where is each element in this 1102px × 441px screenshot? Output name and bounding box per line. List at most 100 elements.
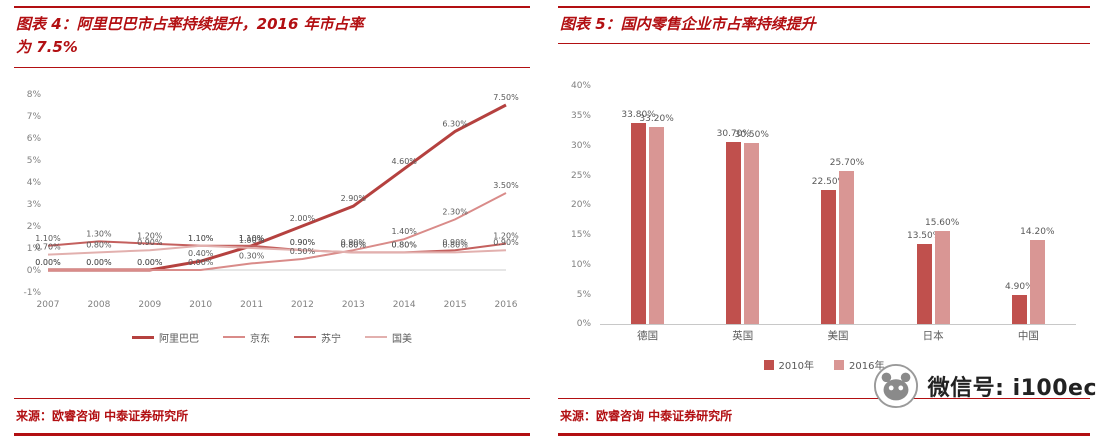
y-tick-label: 3% <box>27 200 42 210</box>
bar-value-label: 30.50% <box>734 129 769 140</box>
bar-group: 33.80% 33.20% <box>621 110 674 325</box>
y-tick-label: 5% <box>576 289 591 300</box>
bar: 33.20% <box>639 114 674 325</box>
bar-value-label: 33.80% <box>621 110 656 121</box>
bar-y-axis: 40% 35% 30% 25% 20% 15% 10% 5% 0% <box>558 74 596 329</box>
bar: 25.70% <box>830 158 864 325</box>
chart5-panel: 图表 5：国内零售企业市占率持续提升 40% 35% 30% 25% 20% 15% 10%… <box>558 6 1090 436</box>
bar-group: 30.70% 30.50% <box>717 129 769 325</box>
y-tick-label: 4% <box>27 178 42 188</box>
legend-swatch <box>132 335 154 339</box>
y-tick-label: 25% <box>570 170 591 181</box>
chart4-panel: 图表 4：阿里巴巴市占率持续提升，2016 年市占率 为 7.5% -1% 0% 1… <box>14 6 530 436</box>
data-label: 6.30% <box>442 119 468 128</box>
bar: 4.90% <box>1005 282 1034 325</box>
legend-swatch <box>223 336 245 338</box>
data-label: 0.30% <box>239 251 265 260</box>
bar: 22.50% <box>812 177 846 325</box>
chart4-footer: 来源：欧睿咨询 中泰证券研究所 <box>14 398 530 436</box>
data-label: 7.50% <box>493 93 519 102</box>
x-tick-label: 2010 <box>189 300 212 310</box>
data-label: 1.40% <box>391 227 417 236</box>
bar-x-axis: 德国 英国 美国 日本 中国 <box>600 328 1076 343</box>
watermark: 微信号: i100ec <box>873 363 1097 409</box>
x-tick-label: 2011 <box>240 300 263 310</box>
alibaba-line-chart: -1% 0% 1% 2% 3% 4% 5% 6% 7% 8% 2007 2008 2009 2010 201… <box>14 82 530 345</box>
data-label: 0.80% <box>341 240 367 249</box>
x-tick-label: 2008 <box>87 300 110 310</box>
line-chart-svg: -1% 0% 1% 2% 3% 4% 5% 6% 7% 8% 2007 2008 2009 2010 201… <box>23 90 519 310</box>
x-tick-label: 2016 <box>495 300 518 310</box>
bar-value-label: 22.50% <box>811 177 847 188</box>
data-label: 2.00% <box>290 214 316 223</box>
x-tick-label: 2007 <box>37 300 60 310</box>
chart5-source: 来源：欧睿咨询 中泰证券研究所 <box>560 409 733 423</box>
category-label: 日本 <box>922 330 944 343</box>
data-label: 2.30% <box>442 207 468 216</box>
chart4-header: 图表 4：阿里巴巴市占率持续提升，2016 年市占率 为 7.5% <box>14 6 530 68</box>
bar-group: 22.50% 25.70% <box>812 158 864 325</box>
y-tick-label: 35% <box>570 111 591 122</box>
line-series-1 <box>48 191 507 271</box>
bar-plot-area: 33.80% 33.20% 30.70% 30.50% 22.50% 25.70% 13.5… <box>600 86 1076 326</box>
y-tick-label: -1% <box>23 288 41 298</box>
category-label: 中国 <box>1017 330 1039 343</box>
data-label: 0.70% <box>35 242 61 251</box>
bar-group: 4.90% 14.20% <box>1005 227 1055 325</box>
line-legend: 阿里巴巴 京东 苏宁 国美 <box>14 330 530 345</box>
data-label: 1.10% <box>188 233 214 242</box>
bar-value-label: 30.70% <box>716 128 751 139</box>
chart5-footer: 来源：欧睿咨询 中泰证券研究所 <box>558 398 1090 436</box>
data-label: 0.80% <box>86 240 112 249</box>
y-tick-label: 40% <box>570 81 591 92</box>
x-tick-label: 2015 <box>444 300 467 310</box>
bar-legend: 2010年 2016年 <box>558 357 1090 372</box>
data-label: 1.00% <box>239 236 265 245</box>
y-tick-label: 2% <box>27 222 42 232</box>
country-bar-chart: 40% 35% 30% 25% 20% 15% 10% 5% 0% 33.80% 33.20% 30… <box>558 74 1090 372</box>
x-tick-label: 2009 <box>138 300 161 310</box>
bar-value-label: 4.90% <box>1005 282 1034 293</box>
category-label: 英国 <box>732 330 754 343</box>
data-label: 1.10% <box>35 233 61 242</box>
data-label: 0.00% <box>137 258 163 267</box>
bar: 14.20% <box>1020 227 1055 325</box>
legend-swatch <box>294 336 316 338</box>
legend-swatch <box>365 336 387 338</box>
chart4-title: 图表 4：阿里巴巴市占率持续提升，2016 年市占率 为 7.5% <box>16 15 364 57</box>
data-label: 1.20% <box>493 231 519 240</box>
legend-item: 国美 <box>365 330 412 345</box>
bar-value-label: 14.20% <box>1020 226 1055 237</box>
line-series-2 <box>47 239 507 253</box>
y-tick-label: 8% <box>27 90 42 100</box>
legend-item: 2010年 <box>763 357 814 372</box>
data-label: 0.80% <box>341 240 367 249</box>
y-tick-label: 0% <box>576 319 591 330</box>
category-label: 德国 <box>637 330 659 343</box>
data-label: 0.90% <box>137 238 163 247</box>
data-label: 1.20% <box>137 231 163 240</box>
legend-swatch <box>834 359 844 370</box>
data-label: 1.30% <box>86 229 112 238</box>
bar-group: 13.50% 15.60% <box>907 218 959 325</box>
data-label: 0.80% <box>391 240 417 249</box>
bar: 13.50% <box>907 231 941 325</box>
y-tick-label: 1% <box>27 244 42 254</box>
x-tick-label: 2013 <box>342 300 365 310</box>
legend-item: 苏宁 <box>294 330 341 345</box>
y-tick-label: 6% <box>27 134 42 144</box>
bar: 30.50% <box>735 130 769 325</box>
bar-value-label: 13.50% <box>906 230 942 241</box>
data-label: 0.00% <box>188 258 214 267</box>
watermark-text: 微信号: i100ec <box>927 376 1097 401</box>
data-label: 1.10% <box>188 233 214 242</box>
data-label: 0.90% <box>290 238 316 247</box>
y-tick-label: 0% <box>27 266 42 276</box>
chart5-header: 图表 5：国内零售企业市占率持续提升 <box>558 6 1090 45</box>
y-tick-label: 30% <box>570 140 591 151</box>
legend-item: 京东 <box>223 330 270 345</box>
data-label: 0.00% <box>86 258 112 267</box>
data-label: 0.00% <box>137 258 163 267</box>
bar-value-label: 15.60% <box>924 218 960 229</box>
